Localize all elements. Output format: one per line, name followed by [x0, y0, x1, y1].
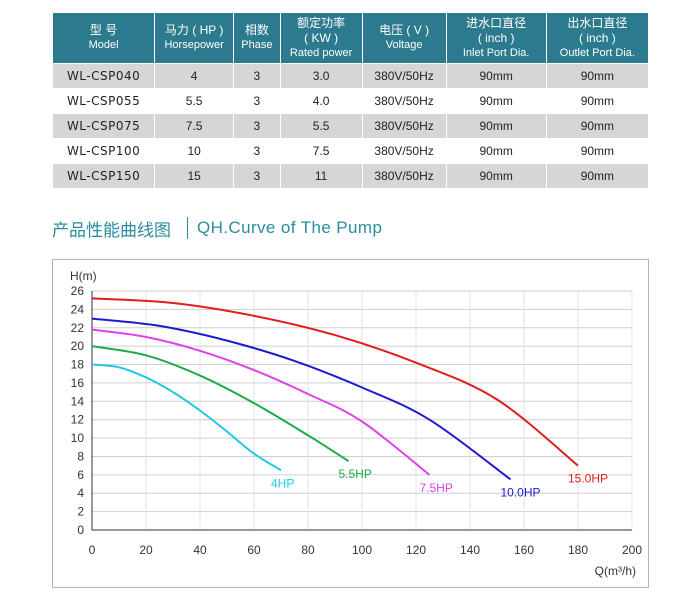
cell-horsepower: 4 — [155, 64, 234, 88]
x-tick-label: 120 — [406, 543, 426, 557]
y-tick-label: 14 — [71, 394, 85, 408]
y-tick-label: 8 — [77, 449, 84, 463]
cell-inlet: 90mm — [446, 89, 546, 113]
cell-model: WL-CSP040 — [53, 64, 155, 88]
y-tick-label: 0 — [77, 523, 84, 537]
y-tick-label: 22 — [71, 321, 85, 335]
spec-table: 型 号 Model 马力 ( HP ) Horsepower 相数 Phase 额定功… — [52, 12, 649, 189]
cell-model: WL-CSP075 — [53, 114, 155, 138]
header-phase: 相数 Phase — [234, 13, 280, 63]
x-tick-label: 20 — [139, 543, 153, 557]
cell-outlet: 90mm — [546, 64, 648, 88]
series-line-4hp — [91, 363, 282, 472]
cell-rated-power: 5.5 — [280, 114, 362, 138]
cell-voltage: 380V/50Hz — [362, 114, 446, 138]
chart-frame — [52, 259, 649, 588]
cell-model: WL-CSP150 — [53, 164, 155, 188]
x-tick-label: 200 — [622, 543, 642, 557]
cell-phase: 3 — [234, 139, 280, 163]
x-tick-label: 0 — [89, 543, 96, 557]
header-voltage: 电压 ( V ) Voltage — [362, 13, 446, 63]
y-tick-label: 24 — [71, 302, 85, 316]
cell-outlet: 90mm — [546, 164, 648, 188]
cell-horsepower: 7.5 — [155, 114, 234, 138]
table-row: WL-CSP055 5.5 3 4.0 380V/50Hz 90mm 90mm — [53, 89, 648, 113]
y-axis-title: H(m) — [70, 269, 97, 283]
series-line-10-0hp — [91, 317, 512, 481]
cell-voltage: 380V/50Hz — [362, 64, 446, 88]
header-model: 型 号 Model — [53, 13, 155, 63]
cell-phase: 3 — [234, 89, 280, 113]
cell-rated-power: 11 — [280, 164, 362, 188]
table-row: WL-CSP075 7.5 3 5.5 380V/50Hz 90mm 90mm — [53, 114, 648, 138]
series-line-7-5hp — [91, 328, 431, 476]
cell-voltage: 380V/50Hz — [362, 139, 446, 163]
title-divider — [187, 217, 188, 239]
y-tick-label: 18 — [71, 358, 85, 372]
series-label: 10.0HP — [501, 485, 541, 499]
table-row: WL-CSP100 10 3 7.5 380V/50Hz 90mm 90mm — [53, 139, 648, 163]
x-tick-label: 100 — [352, 543, 372, 557]
cell-rated-power: 4.0 — [280, 89, 362, 113]
x-axis-title: Q(m³/h) — [595, 564, 636, 578]
cell-inlet: 90mm — [446, 164, 546, 188]
header-horsepower: 马力 ( HP ) Horsepower — [155, 13, 234, 63]
cell-phase: 3 — [234, 164, 280, 188]
cell-rated-power: 3.0 — [280, 64, 362, 88]
cell-outlet: 90mm — [546, 114, 648, 138]
cell-horsepower: 10 — [155, 139, 234, 163]
x-tick-label: 60 — [247, 543, 261, 557]
cell-inlet: 90mm — [446, 139, 546, 163]
table-row: WL-CSP040 4 3 3.0 380V/50Hz 90mm 90mm — [53, 64, 648, 88]
cell-phase: 3 — [234, 114, 280, 138]
y-tick-label: 6 — [77, 468, 84, 482]
header-outlet: 出水口直径( inch ) Outlet Port Dia. — [546, 13, 648, 63]
cell-outlet: 90mm — [546, 89, 648, 113]
series-line-5-5hp — [91, 345, 350, 462]
section-title-zh: 产品性能曲线图 — [52, 220, 171, 240]
cell-voltage: 380V/50Hz — [362, 164, 446, 188]
y-tick-label: 20 — [71, 339, 85, 353]
cell-horsepower: 15 — [155, 164, 234, 188]
cell-voltage: 380V/50Hz — [362, 89, 446, 113]
series-label: 4HP — [271, 476, 294, 490]
y-tick-label: 10 — [71, 431, 85, 445]
section-title: 产品性能曲线图 QH.Curve of The Pump — [52, 213, 382, 243]
y-tick-label: 16 — [71, 376, 85, 390]
x-tick-label: 160 — [514, 543, 534, 557]
cell-phase: 3 — [234, 64, 280, 88]
y-tick-label: 12 — [71, 413, 85, 427]
x-tick-label: 140 — [460, 543, 480, 557]
cell-outlet: 90mm — [546, 139, 648, 163]
cell-inlet: 90mm — [446, 64, 546, 88]
x-tick-label: 180 — [568, 543, 588, 557]
cell-model: WL-CSP055 — [53, 89, 155, 113]
cell-rated-power: 7.5 — [280, 139, 362, 163]
table-row: WL-CSP150 15 3 11 380V/50Hz 90mm 90mm — [53, 164, 648, 188]
table-header-row: 型 号 Model 马力 ( HP ) Horsepower 相数 Phase 额定功… — [53, 13, 648, 63]
header-rated-power: 额定功率( KW ) Rated power — [280, 13, 362, 63]
section-title-en: QH.Curve of The Pump — [197, 218, 383, 237]
cell-horsepower: 5.5 — [155, 89, 234, 113]
series-label: 5.5HP — [339, 467, 372, 481]
series-label: 15.0HP — [568, 472, 608, 486]
y-tick-label: 2 — [77, 505, 84, 519]
cell-model: WL-CSP100 — [53, 139, 155, 163]
x-tick-label: 80 — [301, 543, 315, 557]
series-line-15-0hp — [91, 297, 579, 467]
header-inlet: 进水口直径( inch ) Inlet Port Dia. — [446, 13, 546, 63]
x-tick-label: 40 — [193, 543, 207, 557]
y-tick-label: 26 — [71, 284, 85, 298]
series-label: 7.5HP — [420, 481, 453, 495]
cell-inlet: 90mm — [446, 114, 546, 138]
y-tick-label: 4 — [77, 486, 84, 500]
